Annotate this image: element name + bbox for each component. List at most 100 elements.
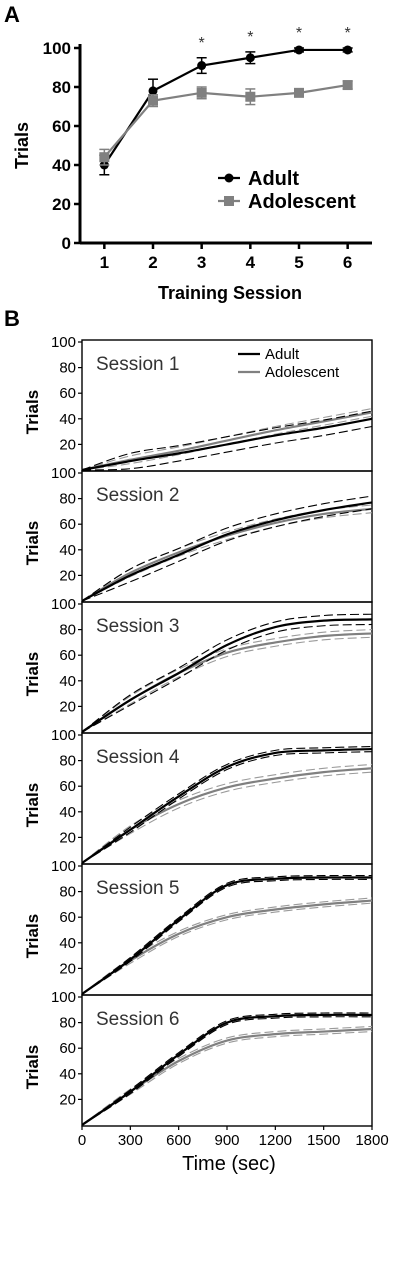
panel-a-y-tick-label: 0 [62,234,71,253]
panel-b-y-tick-label: 40 [59,935,76,952]
panel-a-significance-star: * [247,29,253,46]
panel-b-y-tick-label: 40 [59,411,76,428]
panel-b-x-tick-label: 1800 [355,1132,388,1149]
panel-b-adolescent-lower-bound [81,1031,373,1126]
panel-a-point-adult [148,86,158,96]
panel-b-x-tick-label: 600 [166,1132,191,1149]
panel-a-y-tick-label: 40 [52,156,71,175]
panel-b-adolescent-mean-line [81,1027,373,1126]
panel-a-x-tick-label: 6 [343,253,352,272]
panel-b-y-tick-label: 60 [59,385,76,402]
panel-b-y-tick-label: 100 [51,596,76,613]
panel-b-session-label: Session 5 [96,878,179,899]
panel-b-y-tick-label: 60 [59,516,76,533]
panel-a-legend-label: Adolescent [248,191,356,213]
panel-b-adult-mean-line [81,417,373,472]
panel-b-x-tick-label: 300 [118,1132,143,1149]
panel-a-chart: 0 20 40 60 80 100 1 2 3 4 5 6 Trials Training Session… [12,25,372,303]
panel-a-x-tick-label: 2 [148,253,157,272]
panel-b-y-axis-title: Trials [23,652,42,696]
panel-b-y-tick-label: 80 [59,884,76,901]
panel-b-y-tick-label: 60 [59,647,76,664]
panel-a-significance-star: * [296,25,302,42]
panel-a-point-adult [294,45,304,55]
panel-a-significance-star: * [345,25,351,42]
panel-b-y-tick-label: 80 [59,622,76,639]
panel-a-series-line [103,48,348,166]
panel-b-adolescent-lower-bound [81,771,373,864]
panel-b-adolescent-upper-bound [81,763,373,864]
panel-b-y-tick-label: 60 [59,1040,76,1057]
panel-b-y-tick-label: 100 [51,334,76,351]
panel-b-y-tick-label: 40 [59,673,76,690]
panel-a-significance-star: * [199,35,205,52]
panel-b-adult-mean-line [81,501,373,602]
panel-b-y-tick-label: 80 [59,753,76,770]
panel-b-adult-upper-bound [81,410,373,471]
panel-a-point-adolescent [148,95,158,106]
panel-a-legend-marker-circle [224,173,234,183]
panel-b-adult-mean-line [81,876,373,995]
panel-a-point-adolescent [245,91,256,102]
panel-b-x-tick-label: 1500 [307,1132,340,1149]
panel-b-charts: 20 40 60 80 100 Trials Session 1 AdultAdolescen… [23,334,389,1175]
panel-b-y-tick-label: 20 [59,829,76,846]
panel-a-y-tick-label: 80 [52,78,71,97]
panel-b-y-axis-title: Trials [23,1045,42,1089]
panel-b-adult-lower-bound [81,623,373,733]
panel-b-adolescent-mean-line [81,899,373,995]
panel-b-y-axis-title: Trials [23,783,42,827]
panel-b-session-label: Session 4 [96,747,180,768]
panel-b-y-tick-label: 40 [59,1066,76,1083]
panel-a-point-adult [245,53,255,63]
panel-a-x-tick-label: 3 [197,253,206,272]
panel-b-legend-label: Adult [265,346,300,363]
panel-b-y-tick-label: 80 [59,360,76,377]
panel-a-x-tick-label: 5 [294,253,303,272]
panel-b-session-label: Session 2 [96,485,179,506]
panel-b-x-tick-label: 1200 [259,1132,292,1149]
panel-b-adult-upper-bound [81,745,373,864]
panel-b-adult-lower-bound [81,1016,373,1126]
panel-b-adolescent-mean-line [81,632,373,733]
panel-b-y-tick-label: 100 [51,727,76,744]
panel-a-x-axis-title: Training Session [158,283,302,303]
panel-b-x-tick-label: 900 [214,1132,239,1149]
panel-a-series-line [103,83,348,158]
panel-a-point-adult [343,45,353,55]
panel-b-y-axis-title: Trials [23,390,42,434]
panel-b-y-tick-label: 20 [59,567,76,584]
panel-b-y-axis-title: Trials [23,914,42,958]
panel-b-x-axis-title: Time (sec) [182,1153,276,1175]
panel-b-y-tick-label: 20 [59,698,76,715]
panel-b-y-tick-label: 40 [59,804,76,821]
panel-b-adolescent-lower-bound [81,636,373,733]
panel-b-adolescent-upper-bound [81,504,373,602]
panel-b-y-tick-label: 80 [59,1015,76,1032]
panel-b-y-axis-title: Trials [23,521,42,565]
panel-b-adolescent-mean-line [81,767,373,864]
panel-b-y-tick-label: 100 [51,858,76,875]
panel-a-y-axis-title: Trials [12,122,32,169]
panel-b-adult-upper-bound [81,613,373,733]
panel-b-adult-upper-bound [81,495,373,602]
panel-b-session-label: Session 6 [96,1009,179,1030]
panel-b-adult-lower-bound [81,751,373,864]
panel-b-y-tick-label: 100 [51,989,76,1006]
panel-b-adult-lower-bound [81,425,373,471]
panel-b-adult-mean-line [81,747,373,864]
panel-a-legend-label: Adult [248,168,299,190]
panel-b-adult-lower-bound [81,508,373,602]
panel-b-y-tick-label: 60 [59,778,76,795]
panel-a-x-tick-label: 1 [100,253,109,272]
panel-b-adult-mean-line [81,618,373,733]
panel-b-adolescent-lower-bound [81,512,373,602]
panel-b-adult-upper-bound [81,874,373,995]
panel-b-y-tick-label: 40 [59,542,76,559]
panel-b-session-label: Session 1 [96,354,179,375]
panel-b-adolescent-mean-line [81,411,373,472]
panel-b-session-label: Session 3 [96,616,179,637]
panel-b-adult-mean-line [81,1013,373,1126]
panel-b-adolescent-lower-bound [81,902,373,995]
